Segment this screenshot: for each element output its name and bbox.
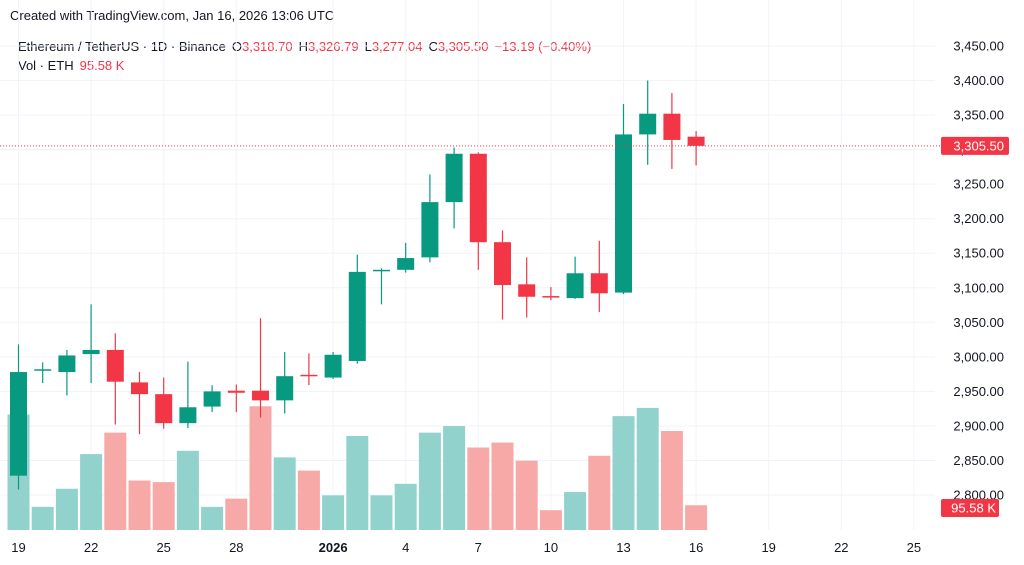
candle-body[interactable] [348, 271, 366, 361]
candle-body[interactable] [445, 153, 463, 203]
volume-bar [297, 470, 320, 530]
candle-body[interactable] [373, 269, 390, 272]
candle-body[interactable] [58, 355, 76, 373]
candle-body[interactable] [663, 113, 681, 140]
y-tick-label: 2,900.00 [953, 418, 1004, 433]
volume-bar [346, 435, 369, 530]
y-tick-label: 3,200.00 [953, 211, 1004, 226]
candle-body[interactable] [179, 407, 197, 424]
candle-body[interactable] [300, 374, 318, 377]
x-tick-label: 7 [475, 540, 482, 555]
candle-body[interactable] [324, 354, 342, 378]
volume-bar [394, 483, 417, 530]
volume-bar [588, 455, 611, 530]
volume-bar [660, 431, 683, 530]
candle-body[interactable] [518, 284, 536, 297]
volume-bar [55, 488, 78, 530]
candle-body[interactable] [34, 369, 52, 371]
volume-bar [467, 447, 490, 530]
x-tick-label: 4 [402, 540, 409, 555]
last-price-label: 3,305.50 [953, 138, 1004, 153]
last-price-badge [941, 136, 1009, 155]
volume-bar [612, 416, 635, 530]
x-tick-label: 19 [761, 540, 775, 555]
candle-body[interactable] [639, 113, 657, 135]
candle-body[interactable] [10, 372, 27, 476]
volume-bar [273, 457, 296, 530]
volume-label[interactable]: Vol · ETH [18, 58, 74, 73]
volume-bar [31, 506, 54, 530]
volume-bar [539, 510, 562, 530]
candle-body[interactable] [615, 134, 632, 293]
candle-body[interactable] [590, 273, 608, 294]
candle-body[interactable] [421, 202, 439, 258]
volume-bar [176, 450, 199, 530]
y-tick-label: 2,800.00 [953, 488, 1004, 503]
candle-body[interactable] [469, 153, 487, 243]
volume-bar [564, 492, 587, 530]
candle-body[interactable] [276, 376, 294, 401]
volume-bar [152, 482, 175, 530]
volume-bar [225, 498, 248, 530]
y-tick-label: 3,450.00 [953, 39, 1004, 54]
volume-bar [249, 406, 272, 530]
candle-body[interactable] [227, 390, 245, 393]
x-tick-label: 28 [229, 540, 243, 555]
y-tick-label: 3,050.00 [953, 315, 1004, 330]
candle-body[interactable] [203, 391, 221, 407]
x-tick-label: 22 [834, 540, 848, 555]
x-tick-label: 22 [84, 540, 98, 555]
x-tick-label: 10 [544, 540, 558, 555]
x-tick-label: 19 [11, 540, 25, 555]
volume-bar [201, 506, 224, 530]
candle-body[interactable] [252, 390, 269, 401]
x-tick-label: 25 [156, 540, 170, 555]
x-tick-label: 16 [689, 540, 703, 555]
volume-bar [515, 460, 538, 530]
candle-body[interactable] [106, 349, 124, 382]
y-tick-label: 2,850.00 [953, 453, 1004, 468]
y-tick-label: 2,950.00 [953, 384, 1004, 399]
candle-body[interactable] [397, 258, 415, 270]
candle-body[interactable] [155, 394, 173, 424]
candle-body[interactable] [542, 296, 560, 298]
candle-body[interactable] [687, 136, 705, 146]
volume-bar [322, 495, 345, 530]
volume-bar [80, 454, 103, 530]
y-tick-label: 3,000.00 [953, 349, 1004, 364]
candle-body[interactable] [82, 349, 100, 355]
x-tick-label: 25 [907, 540, 921, 555]
volume-bar [685, 505, 708, 530]
candle-body[interactable] [566, 273, 584, 299]
y-tick-label: 3,100.00 [953, 280, 1004, 295]
candle-body[interactable] [494, 242, 511, 286]
volume-bar [370, 495, 393, 530]
y-tick-label: 3,150.00 [953, 246, 1004, 261]
volume-bar [104, 432, 127, 530]
y-tick-label: 3,250.00 [953, 177, 1004, 192]
volume-bar [128, 480, 151, 530]
volume-badge [941, 499, 999, 517]
volume-bar [491, 442, 514, 530]
y-tick-label: 3,400.00 [953, 73, 1004, 88]
volume-bar [418, 432, 441, 530]
y-tick-label: 3,350.00 [953, 108, 1004, 123]
volume-bar [443, 426, 466, 530]
volume-badge-label: 95.58 K [951, 501, 996, 516]
candle-body[interactable] [131, 382, 148, 395]
x-tick-label: 13 [616, 540, 630, 555]
volume-bar [636, 407, 659, 530]
x-tick-label: 2026 [319, 540, 348, 555]
